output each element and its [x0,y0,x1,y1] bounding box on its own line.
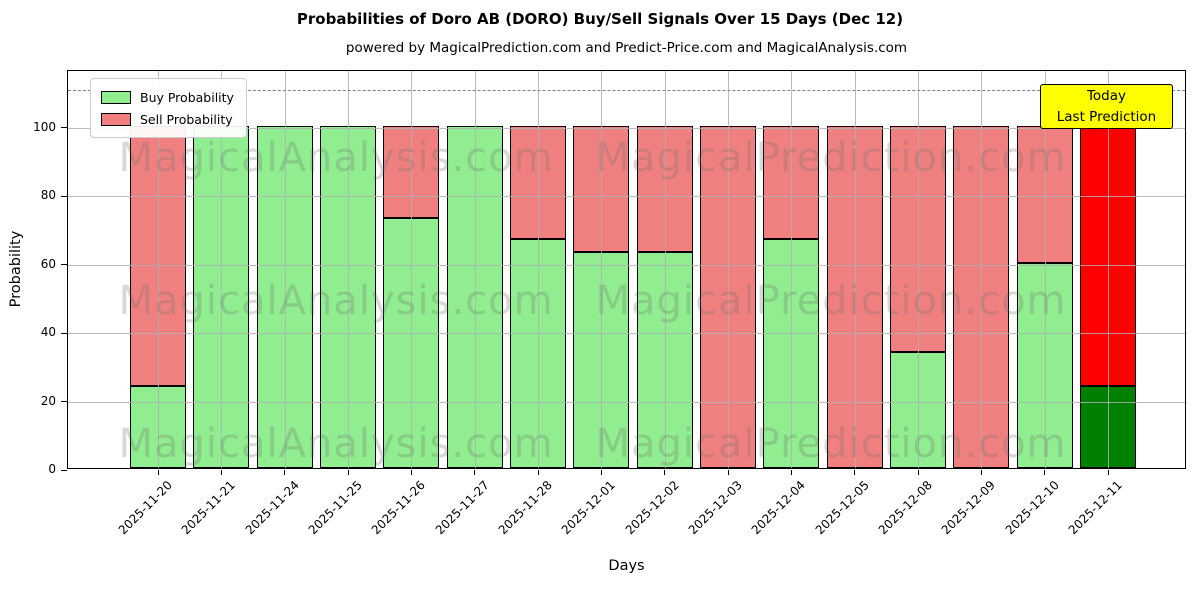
threshold-dashed-line [68,89,1185,91]
v-gridline [158,71,159,468]
x-tick-mark [474,470,476,475]
x-tick-mark [157,470,159,475]
y-tick-mark [61,127,67,129]
watermark-text: MagicalPrediction.com [595,135,1067,181]
x-tick-label: 2025-11-20 [115,478,175,538]
watermark-text: MagicalAnalysis.com [118,278,554,324]
axis-ticks-layer: 0 20 40 60 80 100 2025-11-20 2025-11-21 2025-11-… [33,71,1185,538]
sell-swatch-icon [101,112,131,126]
x-tick-label: 2025-11-24 [242,478,302,538]
v-gridline [854,71,856,468]
v-gridline [474,71,476,468]
x-tick-mark [537,470,539,475]
x-tick-label: 2025-11-26 [369,478,429,538]
x-axis-label: Days [608,558,645,574]
v-gridline [728,71,729,468]
x-tick-mark [727,470,729,475]
x-tick-mark [854,470,856,475]
watermark-layer: MagicalAnalysis.com MagicalPrediction.com… [68,71,1185,468]
h-gridline [68,264,1185,266]
x-tick-mark [600,470,603,475]
x-tick-label: 2025-11-27 [432,478,492,538]
x-tick-mark [1107,470,1109,475]
x-tick-label: 2025-12-03 [685,478,745,538]
x-tick-label: 2025-11-28 [495,478,555,538]
x-tick-mark [790,470,793,475]
v-gridline [348,71,349,468]
y-tick-mark [61,401,67,403]
y-tick-mark [61,264,67,266]
v-gridline [411,71,413,468]
plot-area: MagicalAnalysis.com MagicalPrediction.com… [33,70,1186,538]
y-tick-mark [61,469,67,471]
chart-subtitle: powered by MagicalPrediction.com and Pre… [345,40,908,56]
v-gridline [1044,71,1046,468]
y-tick-label: 100 [33,119,56,134]
legend: Buy Probability Sell Probability [90,78,247,138]
x-tick-mark [1044,470,1046,475]
v-gridline [221,71,223,468]
x-tick-label: 2025-12-10 [1002,478,1062,538]
buy-swatch-icon [101,90,131,104]
h-gridline [68,127,1185,129]
y-tick-label: 0 [48,462,56,476]
today-annotation: Today Last Prediction [1040,84,1173,129]
v-gridline [791,71,793,468]
x-tick-mark [410,470,413,475]
v-gridline [1108,71,1109,468]
x-tick-mark [917,470,919,475]
v-gridline [284,71,286,468]
y-tick-label: 80 [40,188,56,202]
x-tick-mark [664,470,666,475]
y-tick-mark [61,332,67,334]
grid-layer [68,71,1185,468]
x-tick-label: 2025-12-11 [1065,478,1125,538]
h-gridline [68,401,1185,403]
v-gridline [601,71,603,468]
v-gridline [981,71,983,468]
x-tick-label: 2025-12-01 [559,478,619,538]
y-tick-mark [61,195,67,197]
legend-label-sell: Sell Probability [140,111,233,127]
x-tick-label: 2025-12-04 [749,478,809,538]
x-tick-label: 2025-12-02 [622,478,682,538]
watermark-text: MagicalPrediction.com [595,278,1067,324]
x-tick-label: 2025-12-08 [875,478,935,538]
y-tick-label: 60 [40,256,56,271]
v-gridline [664,71,666,468]
x-tick-label: 2025-11-25 [305,478,365,538]
y-tick-label: 40 [40,325,56,339]
x-tick-label: 2025-12-09 [939,478,999,538]
x-tick-mark [220,470,223,475]
h-gridline [68,333,1185,334]
x-tick-mark [347,470,349,475]
watermark-text: MagicalAnalysis.com [118,135,554,181]
x-tick-label: 2025-11-21 [179,478,239,538]
v-gridline [918,71,919,468]
watermark-text: MagicalPrediction.com [595,421,1067,467]
watermark-text: MagicalAnalysis.com [118,421,554,467]
legend-label-buy: Buy Probability [140,89,234,105]
x-tick-label: 2025-12-05 [812,478,872,538]
legend-item-sell: Sell Probability [101,108,234,130]
chart-title: Probabilities of Doro AB (DORO) Buy/Sell… [296,10,904,28]
legend-item-buy: Buy Probability [101,86,234,108]
y-tick-label: 20 [40,393,56,408]
today-annotation-line2: Last Prediction [1056,109,1157,125]
x-tick-mark [284,470,286,475]
x-tick-mark [980,470,983,475]
v-gridline [538,71,539,468]
today-annotation-line1: Today [1086,88,1127,104]
h-gridline [68,196,1185,197]
